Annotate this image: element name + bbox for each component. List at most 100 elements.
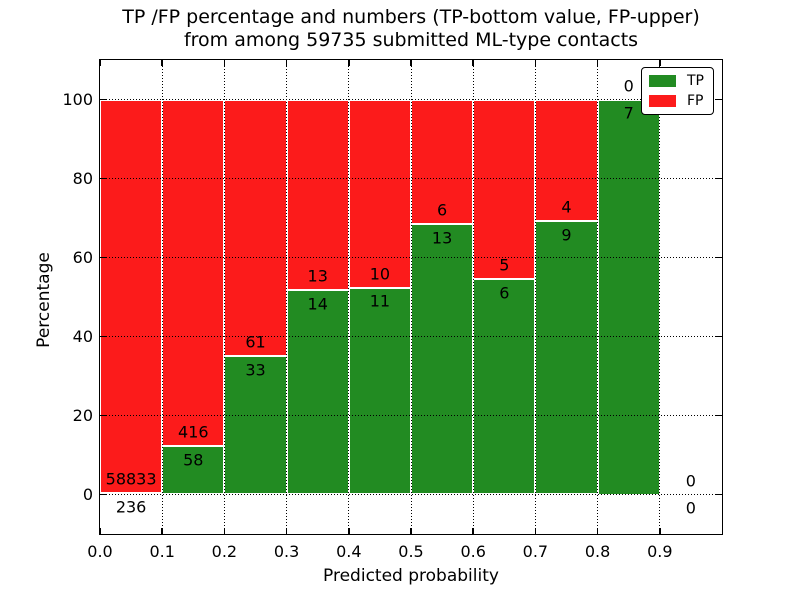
x-tick-mark [472, 60, 474, 66]
tp-count-label: 58 [183, 450, 204, 470]
v-gridline [597, 60, 599, 534]
y-tick-mark [100, 493, 106, 496]
x-tick-mark [348, 60, 350, 66]
v-gridline [472, 60, 474, 534]
x-tick-mark [596, 528, 599, 534]
fp-count-label: 10 [369, 264, 391, 284]
v-gridline [286, 60, 288, 534]
tp-count-label: 0 [685, 498, 696, 518]
tp-color-swatch [649, 75, 676, 87]
x-tick-label: 0.2 [211, 542, 238, 561]
v-gridline [348, 60, 350, 534]
y-tick-mark [716, 414, 722, 417]
x-tick-mark [472, 528, 474, 534]
x-tick-mark [223, 60, 226, 66]
bar-segment-fp [348, 99, 411, 288]
x-tick-mark [534, 528, 537, 534]
v-gridline [161, 60, 163, 534]
x-tick-mark [161, 60, 163, 66]
x-tick-mark [410, 60, 412, 66]
tp-count-label: 9 [561, 225, 572, 245]
bar-segment-fp [286, 99, 349, 290]
y-tick-label: 80 [72, 168, 93, 188]
x-tick-label: 0.4 [336, 542, 362, 561]
x-tick-label: 0.6 [460, 542, 486, 561]
x-tick-label: 0.8 [584, 542, 611, 561]
tp-count-label: 14 [307, 294, 328, 313]
bar-segment-fp [224, 99, 287, 356]
y-tick-label: 20 [72, 405, 93, 425]
bar-segment-tp [162, 446, 225, 495]
bar-segment-tp [473, 279, 536, 495]
y-tick-label: 40 [72, 326, 93, 346]
bar-segment-fp [535, 99, 598, 222]
y-tick-mark [100, 414, 106, 417]
v-gridline [534, 60, 536, 534]
tp-count-label: 13 [431, 228, 453, 248]
tp-count-label: 7 [623, 103, 634, 123]
y-tick-mark [716, 335, 722, 338]
x-tick-mark [161, 528, 163, 534]
x-tick-mark [285, 60, 288, 66]
y-tick-mark [716, 177, 722, 180]
y-tick-mark [100, 98, 106, 101]
bar-segment-tp [224, 355, 287, 495]
fp-count-label: 0 [623, 76, 634, 96]
bar-segment-tp [535, 221, 598, 495]
legend: TP FP [641, 67, 714, 115]
fp-count-label: 4 [561, 197, 572, 217]
bar-segment-tp [348, 287, 411, 495]
plot-area: TP FP 58833 236 416 58 61 33 13 14 10 11 6 13 5 6 4 9 0 7… [99, 59, 723, 535]
legend-item-tp: TP [649, 74, 704, 88]
v-gridline [223, 60, 225, 534]
chart-title-line2: from among 59735 submitted ML-type conta… [183, 29, 639, 51]
x-tick-mark [659, 60, 661, 66]
y-tick-mark [100, 177, 106, 180]
y-tick-label: 60 [72, 247, 93, 267]
y-tick-mark [716, 256, 722, 259]
tp-count-label: 11 [369, 291, 391, 311]
v-gridline [410, 60, 412, 534]
legend-label-tp: TP [687, 73, 704, 89]
y-tick-mark [100, 335, 106, 338]
bar-segment-tp [286, 289, 349, 495]
x-tick-mark [223, 528, 226, 534]
fp-count-label: 0 [685, 471, 696, 491]
fp-count-label: 58833 [105, 469, 157, 489]
bar-segment-fp [162, 99, 225, 447]
x-tick-mark [99, 528, 101, 534]
x-tick-mark [596, 60, 599, 66]
x-tick-mark [99, 60, 101, 66]
bar-segment-tp [411, 224, 474, 495]
tp-count-label: 6 [499, 283, 510, 303]
v-gridline [659, 60, 661, 534]
fp-count-label: 13 [307, 266, 328, 286]
fp-count-label: 61 [245, 332, 266, 352]
x-tick-label: 0.5 [398, 542, 424, 561]
fp-color-swatch [649, 95, 676, 107]
y-tick-label: 0 [82, 484, 93, 504]
legend-label-fp: FP [687, 93, 704, 109]
x-tick-label: 0.1 [149, 542, 175, 561]
x-tick-label: 0.3 [273, 542, 300, 561]
y-tick-mark [716, 493, 722, 496]
fp-count-label: 5 [499, 255, 510, 275]
y-tick-label: 100 [62, 89, 93, 109]
x-axis-label: Predicted probability [323, 566, 499, 586]
tp-count-label: 33 [245, 360, 266, 380]
bar-segment-fp [473, 99, 536, 280]
chart-title-line1: TP /FP percentage and numbers (TP-bottom… [122, 6, 700, 28]
x-tick-mark [348, 528, 350, 534]
bar-segment-fp [100, 99, 163, 493]
legend-item-fp: FP [649, 94, 704, 108]
fp-count-label: 6 [437, 200, 448, 220]
x-tick-mark [410, 528, 412, 534]
bar-segment-fp [411, 99, 474, 225]
bar-segment-tp [597, 99, 660, 495]
y-tick-mark [100, 256, 106, 259]
x-tick-mark [659, 528, 661, 534]
x-tick-label: 0.0 [87, 542, 113, 561]
y-tick-mark [716, 98, 722, 101]
chart-title: TP /FP percentage and numbers (TP-bottom… [100, 6, 722, 52]
